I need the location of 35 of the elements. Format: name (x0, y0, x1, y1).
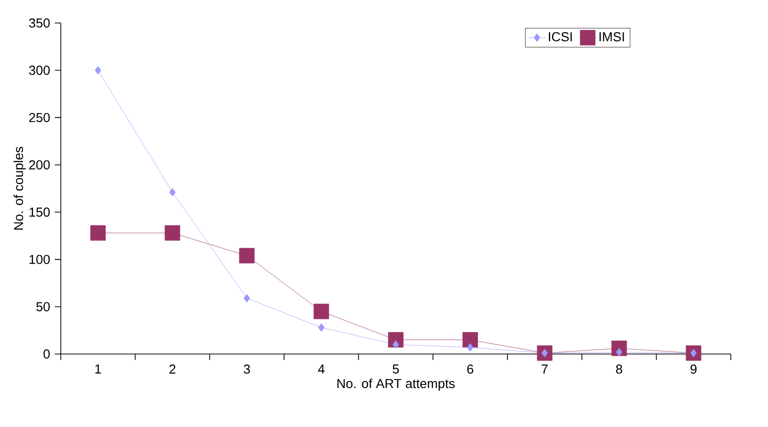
point (314, 304, 330, 320)
x-tick-label: 4 (318, 364, 325, 374)
point (94, 66, 102, 74)
y-axis-title: No. of couples (14, 146, 26, 230)
point (318, 323, 325, 332)
y-tick-label: 150 (30, 208, 50, 217)
point (541, 348, 548, 358)
x-tick-label: 6 (467, 364, 474, 374)
y-tick-label: 0 (44, 349, 50, 359)
point (616, 348, 622, 356)
point (90, 225, 106, 241)
y-tick-label: 50 (36, 302, 50, 312)
point (239, 248, 255, 264)
point (467, 343, 474, 352)
y-tick-label: 200 (29, 160, 50, 170)
point (462, 332, 478, 348)
point (392, 340, 399, 349)
x-tick-label: 1 (95, 364, 101, 374)
x-tick-label: 8 (616, 364, 622, 374)
legend-label: ICSI (548, 32, 572, 42)
x-tick-label: 7 (542, 364, 548, 374)
x-tick-label: 5 (392, 364, 399, 374)
x-tick-label: 9 (690, 364, 697, 374)
y-tick-label: 350 (29, 18, 50, 28)
y-tick-label: 250 (29, 112, 50, 122)
x-axis-title: No. of ART attempts (337, 378, 455, 391)
legend-label: IMSI (600, 32, 624, 42)
x-tick-label: 3 (244, 364, 250, 374)
point (690, 348, 697, 358)
x-tick-label: 2 (169, 364, 176, 374)
point (164, 225, 180, 241)
point (244, 294, 250, 302)
y-tick-label: 100 (30, 254, 50, 264)
y-tick-label: 300 (29, 66, 50, 75)
point (169, 188, 176, 196)
